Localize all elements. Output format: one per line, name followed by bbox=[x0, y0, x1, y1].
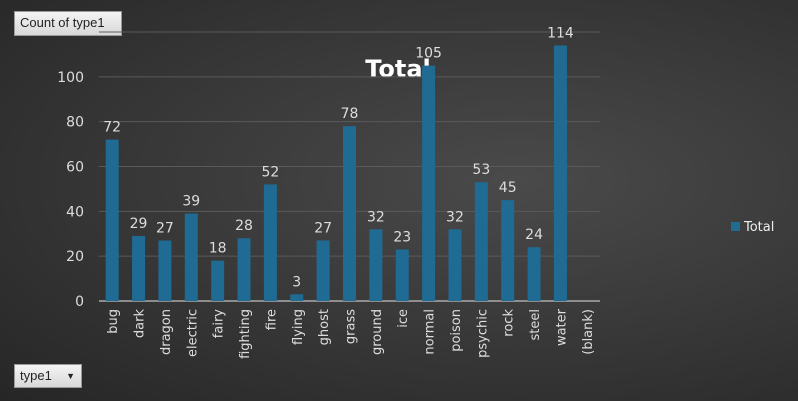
data-label: 45 bbox=[499, 180, 517, 196]
legend-label: Total bbox=[743, 220, 774, 235]
x-tick-label: electric bbox=[185, 309, 200, 357]
x-tick-label: rock bbox=[502, 309, 517, 337]
bar-flying[interactable] bbox=[290, 294, 304, 301]
x-tick-label: steel bbox=[528, 309, 543, 340]
data-label: 105 bbox=[415, 46, 442, 62]
x-tick-label: grass bbox=[344, 309, 359, 344]
bar-bug[interactable] bbox=[105, 139, 119, 301]
data-label: 32 bbox=[446, 209, 464, 225]
data-label: 27 bbox=[314, 220, 332, 236]
bar-fire[interactable] bbox=[263, 184, 277, 301]
x-tick-label: psychic bbox=[475, 309, 490, 358]
x-tick-label: fighting bbox=[238, 309, 253, 359]
bar-ghost[interactable] bbox=[316, 240, 330, 301]
x-tick-label: fairy bbox=[212, 309, 227, 338]
legend[interactable]: Total bbox=[731, 220, 774, 235]
x-tick-label: ground bbox=[370, 309, 385, 355]
data-label: 29 bbox=[130, 216, 148, 232]
bar-dark[interactable] bbox=[132, 235, 146, 301]
bar-normal[interactable] bbox=[422, 65, 436, 301]
bar-water[interactable] bbox=[553, 45, 567, 302]
bar-grass[interactable] bbox=[343, 126, 356, 302]
bar-rock[interactable] bbox=[501, 200, 515, 301]
x-tick-label: normal bbox=[423, 309, 438, 355]
data-label: 27 bbox=[156, 220, 174, 236]
bar-psychic[interactable] bbox=[474, 182, 488, 301]
bar-dragon[interactable] bbox=[158, 240, 172, 301]
x-tick-label: (blank) bbox=[581, 309, 596, 355]
x-tick-label: water bbox=[554, 308, 569, 346]
x-tick-label: ghost bbox=[317, 309, 332, 345]
data-label: 24 bbox=[525, 227, 543, 243]
bar-ground[interactable] bbox=[369, 229, 383, 301]
data-label: 53 bbox=[472, 162, 490, 178]
bar-electric[interactable] bbox=[184, 213, 198, 301]
dropdown-arrow-icon: ▼ bbox=[66, 371, 75, 381]
y-tick-label: 20 bbox=[66, 249, 84, 265]
axis-field-dropdown[interactable]: type1 ▼ bbox=[14, 364, 82, 388]
x-tick-label: dragon bbox=[159, 309, 174, 355]
data-label: 18 bbox=[209, 241, 227, 257]
x-tick-label: dark bbox=[133, 309, 148, 339]
x-tick-label: bug bbox=[106, 309, 121, 334]
data-label: 23 bbox=[393, 229, 411, 245]
data-label: 39 bbox=[182, 194, 200, 210]
y-tick-label: 60 bbox=[66, 160, 84, 176]
bar-steel[interactable] bbox=[527, 247, 541, 301]
bar-fairy[interactable] bbox=[211, 260, 225, 301]
data-label: 28 bbox=[235, 218, 253, 234]
y-tick-label: 0 bbox=[75, 294, 84, 310]
data-label: 52 bbox=[261, 164, 279, 180]
data-label: 114 bbox=[547, 25, 574, 41]
bar-ice[interactable] bbox=[395, 249, 409, 301]
data-label: 72 bbox=[103, 120, 121, 136]
data-label: 3 bbox=[292, 274, 301, 290]
x-tick-label: fire bbox=[264, 309, 279, 330]
bar-poison[interactable] bbox=[448, 229, 462, 301]
y-tick-label: 100 bbox=[57, 70, 84, 86]
data-label: 32 bbox=[367, 209, 385, 225]
x-tick-label: flying bbox=[291, 309, 306, 345]
axis-field-label: type1 bbox=[20, 368, 52, 383]
legend-swatch bbox=[731, 222, 740, 231]
data-label: 78 bbox=[341, 106, 359, 122]
chart-title: Total bbox=[365, 55, 431, 83]
x-tick-label: ice bbox=[396, 309, 411, 328]
bar-fighting[interactable] bbox=[237, 238, 251, 301]
x-tick-label: poison bbox=[449, 309, 464, 352]
y-tick-label: 80 bbox=[66, 115, 84, 131]
y-tick-label: 40 bbox=[66, 204, 84, 220]
value-field-button[interactable]: Count of type1 bbox=[14, 11, 122, 36]
